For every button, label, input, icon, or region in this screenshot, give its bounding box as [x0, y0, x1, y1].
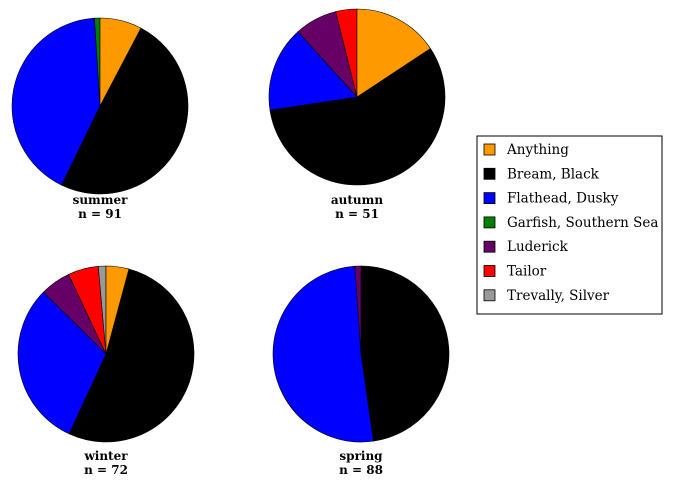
pie-slice-autumn-flathead-dusky [268, 31, 358, 111]
pie-slice-winter-flathead-dusky [17, 291, 107, 435]
legend-label-bream-black: Bream, Black [507, 166, 600, 182]
pie-n-spring: n = 88 [339, 463, 383, 477]
pie-slice-summer-flathead-dusky [11, 17, 101, 186]
pie-slice-spring-luderick [354, 265, 362, 355]
legend-swatch-garfish-southern-sea [483, 216, 496, 229]
pie-slice-summer-anything [99, 17, 142, 107]
legend-swatch-bream-black [483, 167, 496, 180]
legend-swatch-flathead-dusky [483, 192, 496, 205]
pie-title-summer: summer [73, 193, 129, 207]
pie-title-autumn: autumn [331, 193, 383, 207]
pie-n-summer: n = 91 [78, 207, 122, 221]
pie-slice-winter-bream-black [68, 268, 195, 443]
legend-label-tailor: Tailor [507, 264, 547, 280]
pie-n-autumn: n = 51 [335, 207, 379, 221]
legend-swatch-trevally-silver [483, 289, 496, 302]
pie-slice-spring-bream-black [360, 265, 450, 442]
pie-slice-autumn-anything [356, 8, 431, 98]
pie-n-winter: n = 72 [84, 463, 128, 477]
legend-frame [476, 135, 663, 315]
legend-label-trevally-silver: Trevally, Silver [507, 288, 610, 304]
legend-swatch-tailor [483, 265, 496, 277]
pie-title-winter: winter [83, 449, 128, 463]
pie-slice-spring-flathead-dusky [272, 265, 374, 443]
pie-slice-summer-bream-black [61, 27, 189, 195]
legend-swatch-luderick [483, 240, 496, 253]
pie-title-spring: spring [339, 449, 383, 463]
legend-label-luderick: Luderick [507, 239, 569, 255]
legend: Anything Bream, Black Flathead, Dusky Garfi… [476, 135, 663, 315]
pie-slice-autumn-bream-black [269, 48, 446, 186]
legend-label-flathead-dusky: Flathead, Dusky [507, 191, 619, 207]
legend-label-garfish-southern-sea: Garfish, Southern Sea [507, 215, 658, 231]
legend-swatch-anything [483, 143, 496, 156]
legend-label-anything: Anything [506, 142, 569, 158]
pie-slice-winter-anything [105, 265, 130, 355]
